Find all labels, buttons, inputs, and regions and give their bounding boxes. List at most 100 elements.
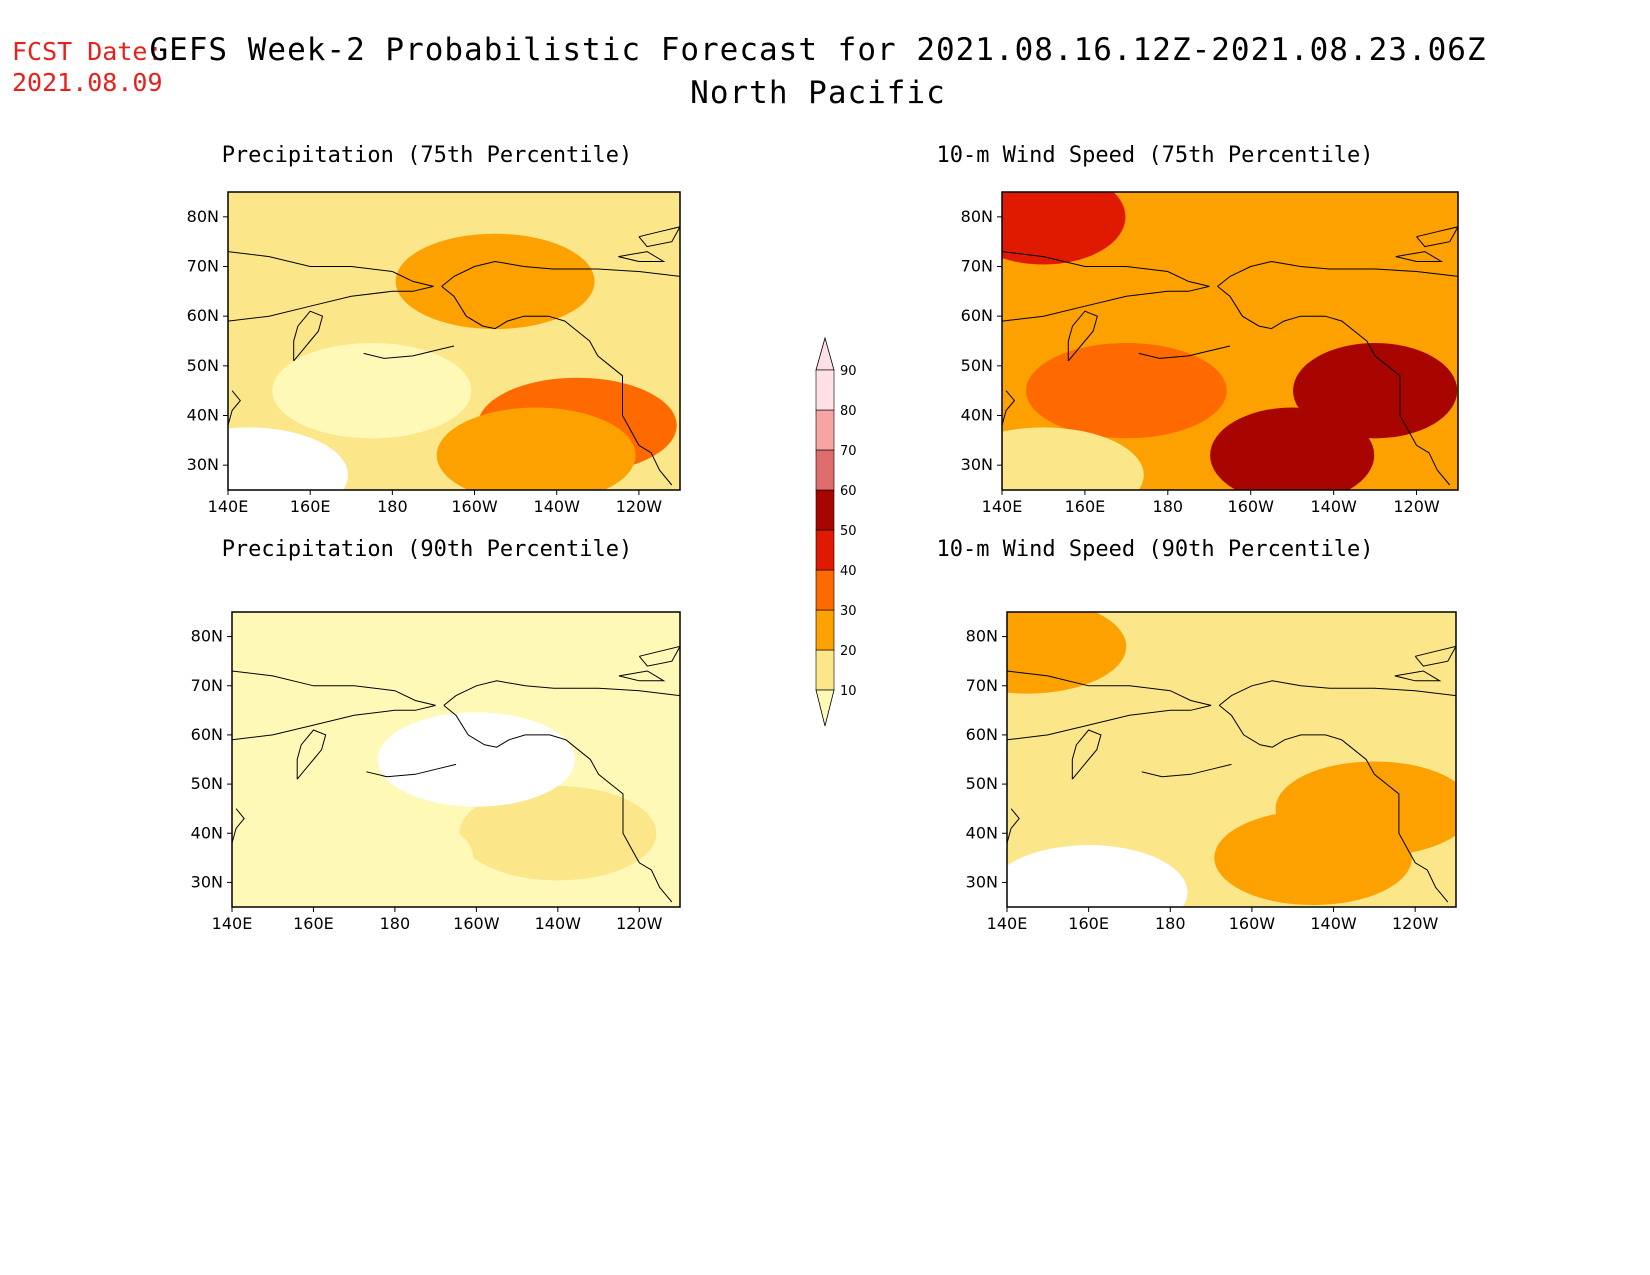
lat-tick-label: 50N (966, 774, 998, 793)
colorbar-label: 20 (840, 644, 857, 659)
coastline (1007, 670, 1212, 706)
coastline (638, 226, 680, 248)
lat-tick-label: 50N (961, 356, 993, 375)
lon-tick-label: 160E (1065, 497, 1106, 516)
coastline (1218, 680, 1456, 706)
coastline (1218, 705, 1449, 903)
map-panel-wind-75: 80N 70N 60N 50N 40N 30N 140E 160E 180 160W 140W 120… (961, 191, 1459, 516)
forecast-date-caption: FCST Date: (12, 37, 163, 66)
lon-tick-label: 140E (987, 914, 1028, 933)
lat-tick-label: 30N (961, 455, 993, 474)
lon-tick-label: 140W (534, 497, 581, 516)
coastline (443, 705, 673, 903)
lat-tick-label: 80N (961, 207, 993, 226)
lat-tick-label: 80N (187, 207, 219, 226)
page-subtitle: North Pacific (690, 75, 946, 111)
coastline (228, 390, 241, 427)
coastline (232, 704, 436, 741)
lon-tick-label: 140W (535, 914, 582, 933)
field-feature-4 (1007, 845, 1188, 907)
lat-tick-label: 70N (191, 676, 223, 695)
page-title: GEFS Week-2 Probabilistic Forecast for 2… (149, 32, 1487, 68)
lat-tick-label: 50N (187, 356, 219, 375)
lat-tick-label: 60N (187, 306, 219, 325)
colorbar-label: 10 (840, 684, 857, 699)
map-frame (1001, 191, 1459, 491)
colorbar-label: 60 (840, 484, 857, 499)
colorbar-segment (815, 409, 835, 451)
coastline (618, 670, 666, 682)
panel-title-precip-90: Precipitation (90th Percentile) (221, 537, 633, 562)
map-panel-precip-90: 80N 70N 60N 50N 40N 30N 140E 160E 180 160W 140W 120… (191, 611, 681, 933)
coastline (296, 729, 327, 780)
lon-tick-label: 140E (982, 497, 1023, 516)
coastline (1217, 260, 1458, 287)
lat-tick-label: 60N (961, 306, 993, 325)
coastline (1071, 729, 1102, 780)
coastline (1007, 808, 1020, 845)
coastline (618, 251, 666, 262)
coastline (1067, 310, 1098, 362)
colorbar-segment (815, 489, 835, 531)
field-feature-1 (377, 712, 575, 807)
lon-tick-label: 180 (1155, 914, 1186, 933)
coastline (1002, 251, 1210, 287)
lat-tick-label: 50N (191, 774, 223, 793)
lat-tick-label: 40N (966, 823, 998, 842)
lon-tick-label: 180 (377, 497, 408, 516)
coastline (232, 670, 436, 706)
lat-tick-label: 70N (966, 676, 998, 695)
field-feature-2 (1275, 761, 1456, 856)
lat-tick-label: 60N (191, 725, 223, 744)
lon-tick-label: 160E (293, 914, 334, 933)
coastline (1002, 390, 1016, 427)
lat-tick-label: 30N (187, 455, 219, 474)
field-feature-3 (436, 407, 636, 490)
field-feature-0 (459, 786, 657, 881)
field-feature-3 (1030, 761, 1229, 856)
lon-tick-label: 160E (290, 497, 331, 516)
lon-tick-label: 140W (1310, 914, 1357, 933)
colorbar-segment (815, 449, 835, 491)
forecast-date-label: FCST Date: 2021.08.09 (12, 36, 163, 98)
lon-tick-label: 140E (208, 497, 249, 516)
lon-tick-label: 160W (451, 497, 498, 516)
colorbar-segment (815, 529, 835, 571)
lon-tick-label: 140W (1310, 497, 1357, 516)
colorbar-segment (815, 649, 835, 691)
coastline (1217, 286, 1451, 486)
coastline (1394, 670, 1442, 682)
forecast-date-value: 2021.08.09 (12, 68, 163, 97)
coastline (228, 251, 434, 287)
field-feature-4 (1002, 427, 1144, 490)
map-panel-precip-75: 80N 70N 60N 50N 40N 30N 140E 160E 180 160W 140W 120… (187, 191, 681, 516)
lat-tick-label: 40N (191, 823, 223, 842)
colorbar-label: 30 (840, 604, 857, 619)
coastline (1414, 645, 1456, 667)
coastline (441, 286, 673, 486)
colorbar-label: 90 (840, 364, 857, 379)
colorbar-segment (815, 569, 835, 611)
panel-title-precip-75: Precipitation (75th Percentile) (221, 143, 633, 168)
lon-tick-label: 160W (453, 914, 500, 933)
lon-tick-label: 140E (212, 914, 253, 933)
colorbar-label: 70 (840, 444, 857, 459)
lat-tick-label: 40N (187, 406, 219, 425)
coastline (232, 808, 245, 845)
coastline (228, 285, 434, 322)
lat-tick-label: 60N (966, 725, 998, 744)
field-feature-2 (275, 810, 474, 906)
coastline (1007, 704, 1212, 741)
lon-tick-label: 120W (1392, 914, 1439, 933)
colorbar-top-cap (815, 336, 835, 371)
map-panel-wind-90: 80N 70N 60N 50N 40N 30N 140E 160E 180 160W 140W 120… (966, 611, 1457, 933)
lon-tick-label: 160E (1068, 914, 1109, 933)
coastline (1416, 226, 1458, 248)
panel-title-wind-90: 10-m Wind Speed (90th Percentile) (936, 537, 1374, 562)
colorbar-label: 80 (840, 404, 857, 419)
field-feature-0 (1002, 192, 1126, 265)
lon-tick-label: 120W (616, 497, 663, 516)
coastline (363, 345, 455, 359)
field-feature-1 (395, 233, 595, 330)
field-feature-0 (1007, 612, 1127, 694)
